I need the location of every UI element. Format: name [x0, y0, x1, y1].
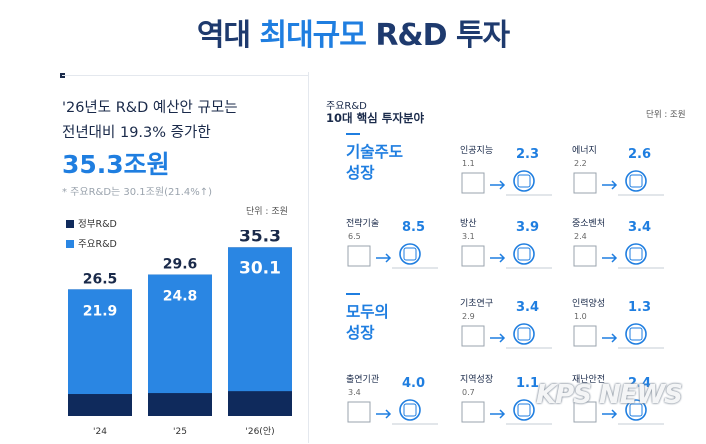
- legend-item-gov: 정부R&D: [66, 216, 117, 230]
- field-old-value: 6.5: [348, 232, 361, 241]
- field-0: 인공지능 1.1 2.3: [460, 143, 580, 215]
- title-highlight: 최대규모: [259, 18, 366, 53]
- office-icon: [347, 399, 438, 425]
- total-label-1: 29.6: [163, 257, 198, 273]
- legend-swatch-gov: [66, 220, 74, 228]
- field-6: 인력양성 1.0 1.3: [572, 296, 692, 368]
- bar-major-1: [148, 274, 212, 394]
- field-name: 재난안전: [572, 375, 606, 385]
- field-new-value: 4.0: [402, 376, 426, 391]
- field-new-value: 3.4: [628, 220, 652, 235]
- field-name: 기초연구: [460, 299, 494, 309]
- bar-major-2: [228, 247, 292, 392]
- field-2: 전략기술 6.5 8.5: [346, 216, 466, 288]
- field-9: 재난안전 2.4: [572, 372, 692, 444]
- left-unit-label: 단위 : 조원: [246, 207, 288, 217]
- field-name: 중소벤처: [572, 219, 606, 229]
- right-unit-label: 단위 : 조원: [646, 110, 686, 120]
- microscope-icon: [461, 323, 552, 349]
- x-tick-1: '25: [173, 427, 187, 437]
- x-tick-2: '26(안): [245, 426, 274, 437]
- field-8: 지역성장 0.7 1.1: [460, 372, 580, 444]
- field-old-value: 3.1: [462, 232, 475, 241]
- field-new-value: 8.5: [402, 220, 426, 235]
- summary-line-1: '26년도 R&D 예산안 규모는: [62, 100, 238, 116]
- right-title: 10대 핵심 투자분야: [326, 111, 425, 125]
- field-1: 에너지 2.2 2.6: [572, 143, 692, 215]
- field-name: 출연기관: [346, 375, 380, 385]
- total-label-2: 35.3: [239, 230, 281, 246]
- field-new-value: 2.6: [628, 147, 652, 162]
- field-old-value: 2.9: [462, 312, 475, 321]
- watermark: KPS NEWS: [536, 380, 683, 410]
- field-name: 인공지능: [460, 146, 494, 156]
- person-icon: [573, 323, 664, 349]
- shield-icon: [573, 399, 664, 425]
- group-tech-led: 기술주도 성장: [346, 133, 403, 184]
- right-tag: 주요R&D: [326, 101, 367, 112]
- page-title: 역대 최대규모 R&D 투자: [196, 18, 510, 53]
- legend-item-major: 주요R&D: [66, 236, 117, 250]
- field-name: 전략기술: [346, 219, 380, 229]
- panel-divider: [308, 72, 309, 443]
- map-icon: [461, 399, 552, 425]
- field-old-value: 1.1: [462, 159, 475, 168]
- field-old-value: 0.7: [462, 388, 475, 397]
- field-new-value: 2.4: [628, 376, 652, 391]
- field-5: 기초연구 2.9 3.4: [460, 296, 580, 368]
- total-label-0: 26.5: [83, 271, 118, 287]
- major-label-1: 24.8: [163, 289, 198, 305]
- group-inclusive: 모두의 성장: [346, 293, 389, 344]
- field-name: 지역성장: [460, 375, 494, 385]
- major-label-2: 30.1: [239, 258, 281, 278]
- field-new-value: 1.1: [516, 376, 540, 391]
- field-7: 출연기관 3.4 4.0: [346, 372, 466, 444]
- left-top-divider: [62, 75, 308, 76]
- touch-hand-icon: [347, 243, 438, 269]
- tank-icon: [461, 243, 552, 269]
- field-4: 중소벤처 2.4 3.4: [572, 216, 692, 288]
- field-name: 인력양성: [572, 299, 606, 309]
- building-icon: [573, 243, 664, 269]
- x-tick-0: '24: [93, 427, 107, 437]
- field-name: 에너지: [572, 146, 597, 156]
- lightbulb-icon: [573, 170, 664, 196]
- field-3: 방산 3.1 3.9: [460, 216, 580, 288]
- field-new-value: 3.9: [516, 220, 540, 235]
- field-name: 방산: [460, 219, 477, 229]
- field-new-value: 2.3: [516, 147, 540, 162]
- field-new-value: 3.4: [516, 300, 540, 315]
- budget-bar-chart: 26.5 21.9 '24 29.6 24.8 '25 35.3 30.1 '26(안): [68, 230, 292, 437]
- field-old-value: 2.2: [574, 159, 587, 168]
- field-new-value: 1.3: [628, 300, 652, 315]
- summary-note: * 주요R&D는 30.1조원(21.4%↑): [62, 187, 213, 198]
- ai-head-icon: [461, 170, 552, 196]
- field-old-value: 1.0: [574, 312, 587, 321]
- legend-swatch-major: [66, 240, 74, 248]
- summary-line-2: 전년대비 19.3% 증가한: [62, 125, 211, 141]
- major-label-0: 21.9: [83, 303, 118, 319]
- bar-major-0: [68, 289, 132, 395]
- field-old-value: 2.4: [574, 232, 587, 241]
- field-old-value: 3.4: [348, 388, 361, 397]
- summary-total: 35.3조원: [62, 150, 170, 179]
